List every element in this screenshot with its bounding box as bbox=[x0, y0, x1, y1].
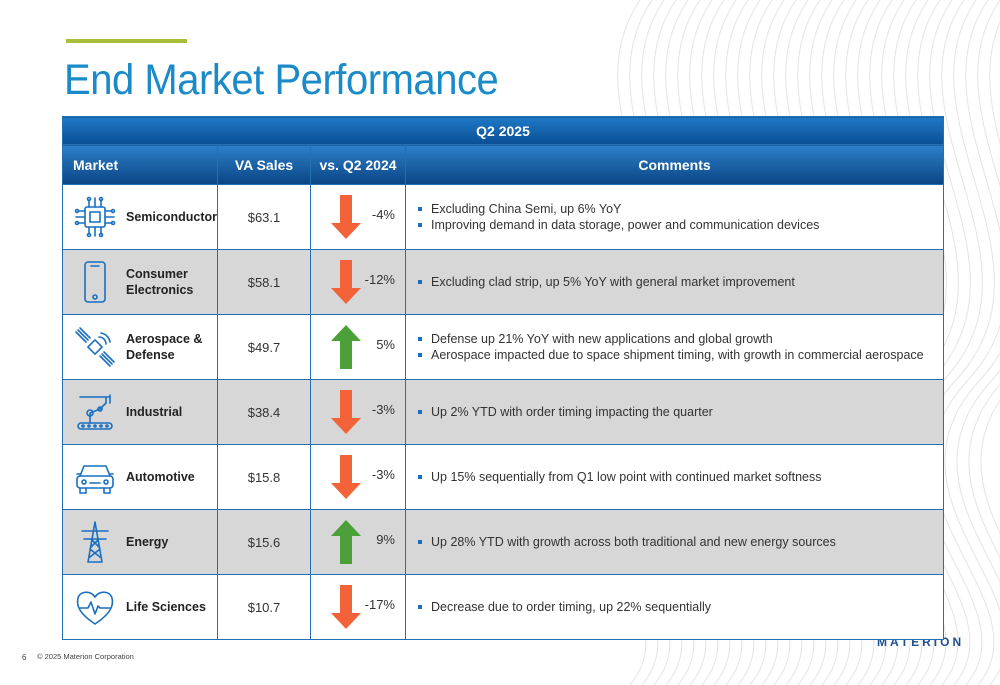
change-cell: 5% bbox=[310, 314, 406, 380]
comment-item: Excluding China Semi, up 6% YoY bbox=[418, 201, 943, 217]
comments-cell: Excluding China Semi, up 6% YoY Improving… bbox=[404, 184, 945, 250]
change-value: -17% bbox=[364, 597, 395, 612]
comment-item: Up 2% YTD with order timing impacting th… bbox=[418, 404, 943, 420]
robot-arm-icon bbox=[77, 394, 113, 430]
header-vs-prior: vs. Q2 2024 bbox=[310, 144, 406, 185]
comment-list: Excluding clad strip, up 5% YoY with gen… bbox=[406, 274, 943, 290]
va-sales-cell: $15.6 bbox=[217, 509, 311, 575]
comments-cell: Excluding clad strip, up 5% YoY with gen… bbox=[404, 249, 945, 315]
comments-cell: Up 28% YTD with growth across both tradi… bbox=[404, 509, 945, 575]
market-name: Semiconductor bbox=[126, 210, 217, 224]
power-tower-icon bbox=[81, 521, 109, 563]
va-sales-cell: $10.7 bbox=[217, 574, 311, 640]
comment-list: Up 15% sequentially from Q1 low point wi… bbox=[406, 469, 943, 485]
market-name: Energy bbox=[126, 535, 169, 549]
comment-item: Up 15% sequentially from Q1 low point wi… bbox=[418, 469, 943, 485]
header-va-sales: VA Sales bbox=[217, 144, 311, 185]
comments-cell: Up 15% sequentially from Q1 low point wi… bbox=[404, 444, 945, 510]
car-icon bbox=[76, 465, 114, 494]
va-sales-cell: $49.7 bbox=[217, 314, 311, 380]
comment-item: Improving demand in data storage, power … bbox=[418, 217, 943, 233]
market-name: Aerospace & Defense bbox=[126, 332, 203, 362]
market-name: Industrial bbox=[126, 405, 183, 419]
market-name: Automotive bbox=[126, 470, 195, 484]
smartphone-icon bbox=[84, 261, 106, 303]
comment-list: Up 28% YTD with growth across both tradi… bbox=[406, 534, 943, 550]
market-cell: Semiconductor bbox=[62, 184, 218, 250]
market-name: Life Sciences bbox=[126, 600, 206, 614]
heartbeat-icon bbox=[76, 591, 114, 625]
change-value: 9% bbox=[376, 532, 395, 547]
chip-icon bbox=[74, 196, 116, 238]
comment-list: Defense up 21% YoY with new applications… bbox=[406, 331, 943, 363]
copyright: © 2025 Materion Corporation bbox=[37, 652, 134, 661]
up-arrow-icon bbox=[331, 520, 361, 564]
comment-item: Excluding clad strip, up 5% YoY with gen… bbox=[418, 274, 943, 290]
va-sales-cell: $63.1 bbox=[217, 184, 311, 250]
change-cell: -17% bbox=[310, 574, 406, 640]
comment-item: Defense up 21% YoY with new applications… bbox=[418, 331, 943, 347]
table-row: Industrial $38.4 -3% Up 2% YTD with orde… bbox=[62, 379, 945, 445]
down-arrow-icon bbox=[331, 455, 361, 499]
change-cell: -3% bbox=[310, 379, 406, 445]
satellite-icon bbox=[75, 327, 115, 367]
change-value: -4% bbox=[371, 207, 395, 222]
period-band: Q2 2025 bbox=[61, 116, 945, 145]
change-cell: -12% bbox=[310, 249, 406, 315]
change-value: -3% bbox=[371, 467, 395, 482]
change-value: -3% bbox=[371, 402, 395, 417]
market-cell: Energy bbox=[62, 509, 218, 575]
change-cell: -3% bbox=[310, 444, 406, 510]
market-name: Consumer Electronics bbox=[126, 267, 194, 297]
down-arrow-icon bbox=[331, 260, 361, 304]
change-cell: 9% bbox=[310, 509, 406, 575]
market-cell: Life Sciences bbox=[62, 574, 218, 640]
up-arrow-icon bbox=[331, 325, 361, 369]
market-cell: Industrial bbox=[62, 379, 218, 445]
market-cell: Consumer Electronics bbox=[62, 249, 218, 315]
va-sales-cell: $38.4 bbox=[217, 379, 311, 445]
market-cell: Automotive bbox=[62, 444, 218, 510]
table-row: Life Sciences $10.7 -17% Decrease due to… bbox=[62, 574, 945, 640]
page-title: End Market Performance bbox=[64, 56, 499, 104]
down-arrow-icon bbox=[331, 390, 361, 434]
comment-list: Excluding China Semi, up 6% YoY Improving… bbox=[406, 201, 943, 233]
va-sales-cell: $15.8 bbox=[217, 444, 311, 510]
comments-cell: Up 2% YTD with order timing impacting th… bbox=[404, 379, 945, 445]
market-cell: Aerospace & Defense bbox=[62, 314, 218, 380]
header-market: Market bbox=[62, 144, 218, 185]
comments-cell: Decrease due to order timing, up 22% seq… bbox=[404, 574, 945, 640]
table-row: Consumer Electronics $58.1 -12% Excludin… bbox=[62, 249, 945, 315]
comment-item: Aerospace impacted due to space shipment… bbox=[418, 347, 943, 363]
comment-item: Up 28% YTD with growth across both tradi… bbox=[418, 534, 943, 550]
table-row: Automotive $15.8 -3% Up 15% sequentially… bbox=[62, 444, 945, 510]
change-value: 5% bbox=[376, 337, 395, 352]
table-row: Energy $15.6 9% Up 28% YTD with growth a… bbox=[62, 509, 945, 575]
down-arrow-icon bbox=[331, 585, 361, 629]
table-row: Aerospace & Defense $49.7 5% Defense up … bbox=[62, 314, 945, 380]
comments-cell: Defense up 21% YoY with new applications… bbox=[404, 314, 945, 380]
header-comments: Comments bbox=[404, 144, 945, 185]
end-market-table: Q2 2025 Market VA Sales vs. Q2 2024 Comm… bbox=[61, 116, 945, 640]
page-number: 6 bbox=[22, 653, 27, 662]
table-row: Semiconductor $63.1 -4% Excluding China … bbox=[62, 184, 945, 250]
title-accent-bar bbox=[66, 39, 187, 43]
comment-list: Up 2% YTD with order timing impacting th… bbox=[406, 404, 943, 420]
comment-list: Decrease due to order timing, up 22% seq… bbox=[406, 599, 943, 615]
change-value: -12% bbox=[364, 272, 395, 287]
comment-item: Decrease due to order timing, up 22% seq… bbox=[418, 599, 943, 615]
va-sales-cell: $58.1 bbox=[217, 249, 311, 315]
down-arrow-icon bbox=[331, 195, 361, 239]
change-cell: -4% bbox=[310, 184, 406, 250]
